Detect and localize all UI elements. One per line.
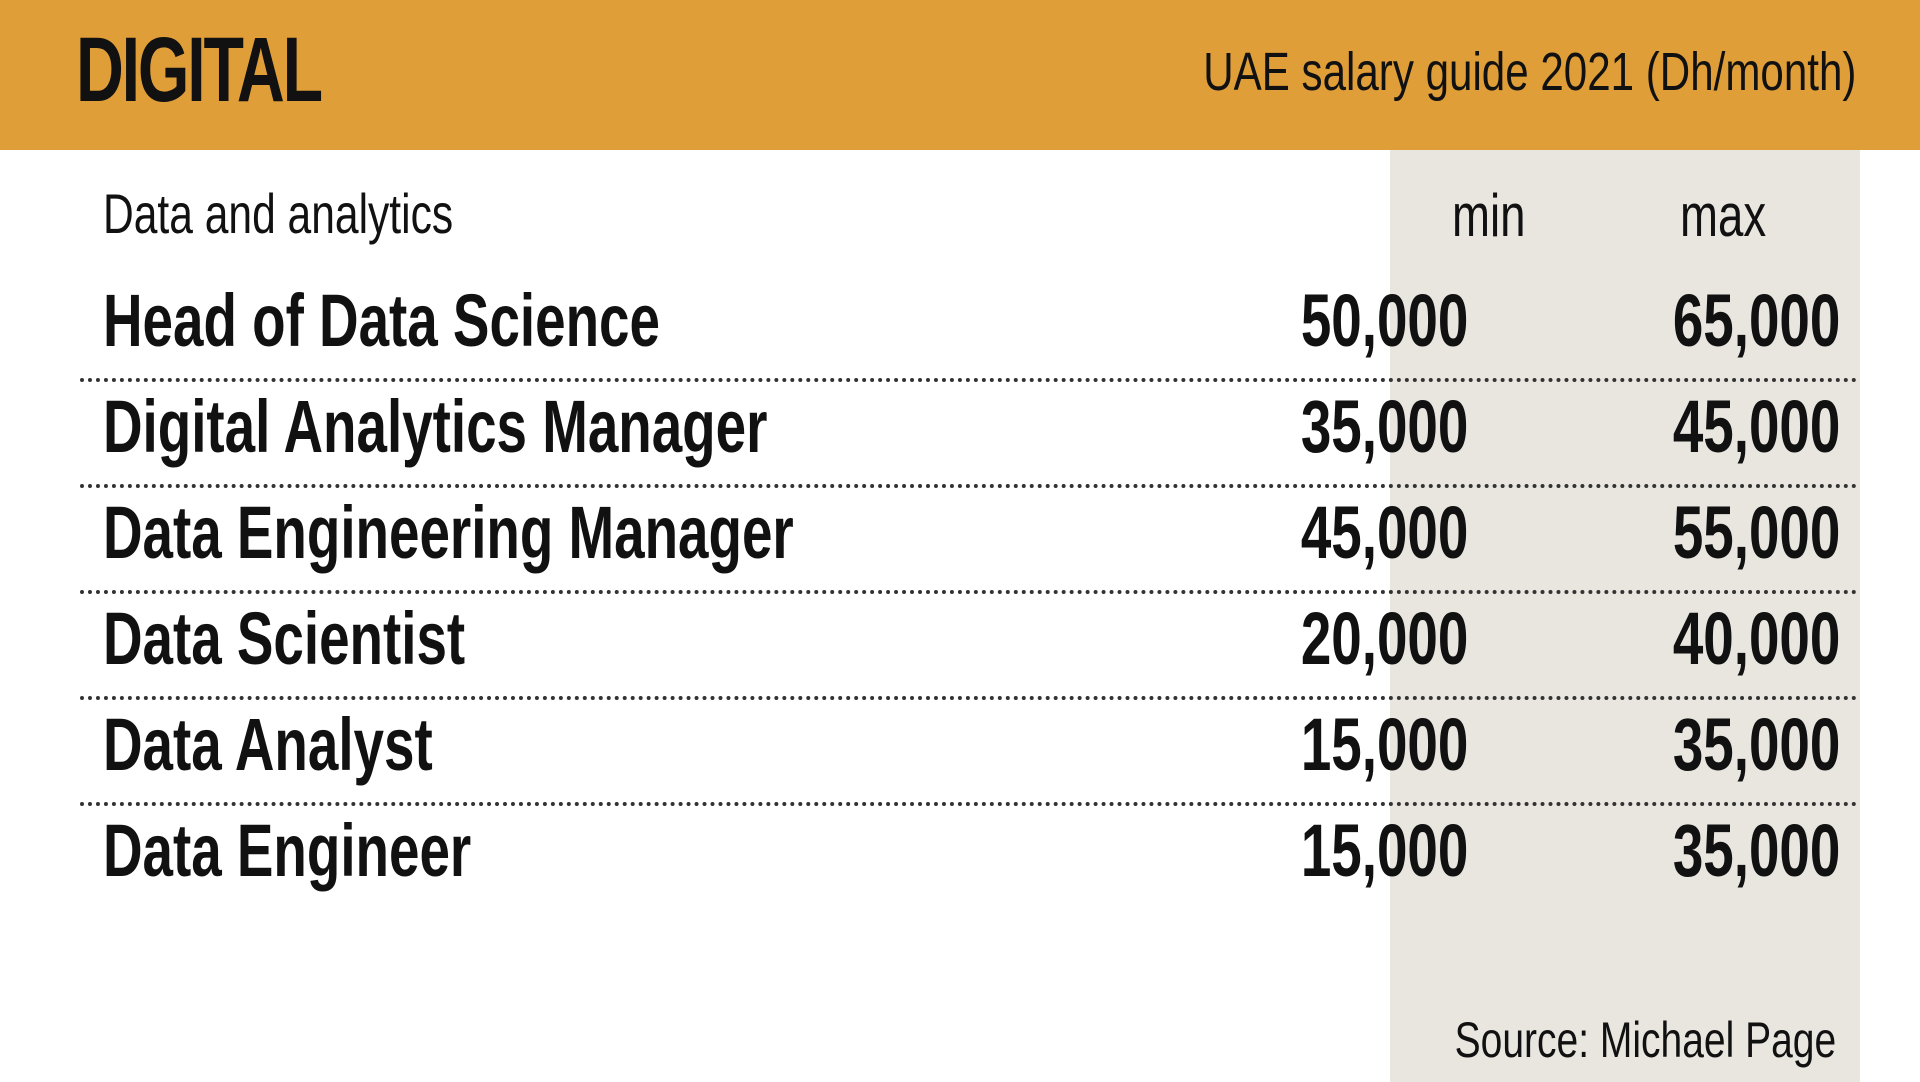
min-column-header: min [1452,182,1526,249]
table-row: Data Engineering Manager 45,000 55,000 [80,484,1858,594]
job-title: Data Engineering Manager [103,491,794,574]
table-row: Data Scientist 20,000 40,000 [80,590,1858,700]
header-bar: DIGITAL UAE salary guide 2021 (Dh/month) [0,0,1920,150]
min-salary: 50,000 [1300,279,1468,362]
max-salary: 40,000 [1672,597,1840,680]
page-subtitle: UAE salary guide 2021 (Dh/month) [1202,42,1856,102]
max-column-header: max [1680,182,1767,249]
min-salary: 20,000 [1300,597,1468,680]
table-row: Data Analyst 15,000 35,000 [80,696,1858,806]
max-salary: 35,000 [1672,703,1840,786]
min-salary: 45,000 [1300,491,1468,574]
min-salary: 15,000 [1300,809,1468,892]
job-title: Data Engineer [103,809,472,892]
section-label: Data and analytics [103,182,454,245]
job-title: Data Scientist [103,597,466,680]
table-row: Data Engineer 15,000 35,000 [80,802,1858,908]
table-row: Digital Analytics Manager 35,000 45,000 [80,378,1858,488]
table-row: Head of Data Science 50,000 65,000 [80,272,1858,382]
page-title: DIGITAL [76,19,323,121]
job-title: Head of Data Science [103,279,660,362]
max-salary: 65,000 [1672,279,1840,362]
min-salary: 35,000 [1300,385,1468,468]
job-title: Digital Analytics Manager [103,385,768,468]
job-title: Data Analyst [103,703,433,786]
source-credit: Source: Michael Page [1454,1012,1836,1068]
max-salary: 35,000 [1672,809,1840,892]
value-column-panel [1390,150,1860,1082]
min-salary: 15,000 [1300,703,1468,786]
max-salary: 55,000 [1672,491,1840,574]
max-salary: 45,000 [1672,385,1840,468]
